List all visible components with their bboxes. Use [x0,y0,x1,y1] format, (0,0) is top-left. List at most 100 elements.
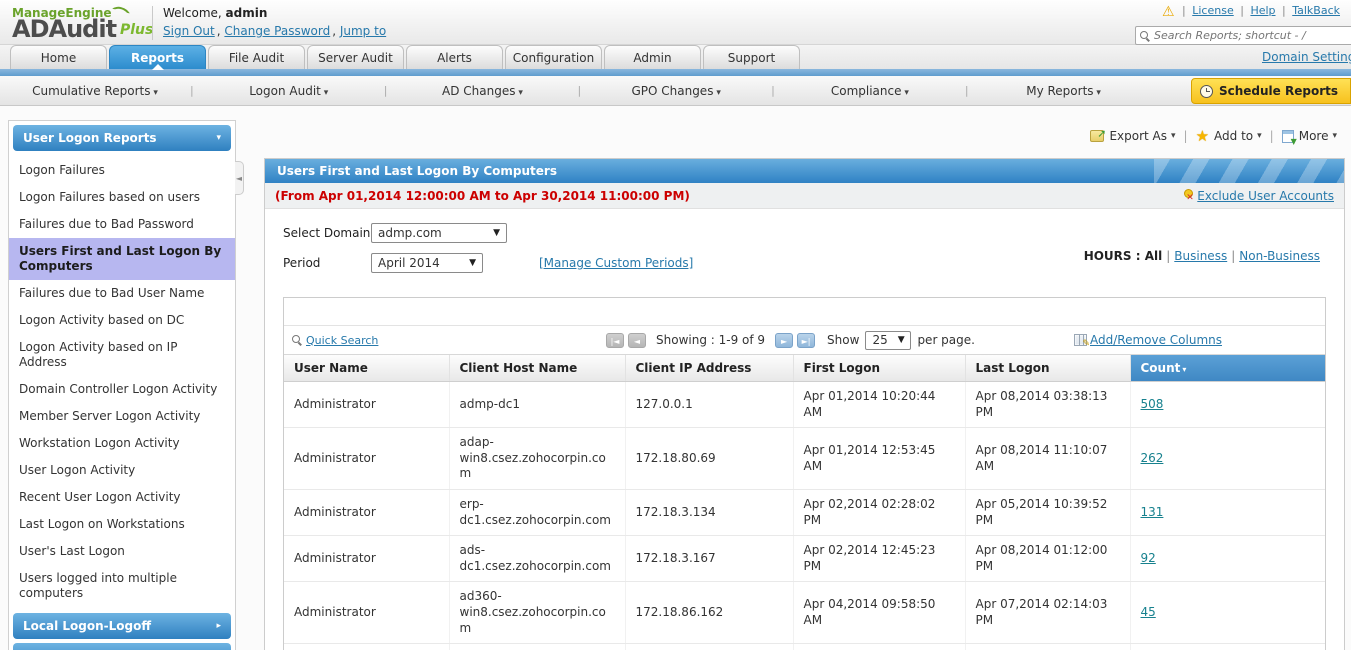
top-link[interactable]: Help [1250,4,1276,17]
cell-client-host: ads-dc1.csez.zohocorpin.com [449,535,626,583]
pager-first-button[interactable]: |◄ [606,332,624,348]
tab[interactable]: Admin [604,45,701,69]
sidebar-item[interactable]: Users First and Last Logon By Computers [9,238,235,280]
sidebar-item[interactable]: Member Server Logon Activity [19,409,201,423]
sidebar-section[interactable]: Local Logon-Logoff ▸ [13,613,231,639]
schedule-reports-button[interactable]: Schedule Reports [1190,78,1351,104]
tab[interactable]: Reports [109,45,206,70]
tab[interactable]: Configuration [505,45,602,69]
hours-business-link[interactable]: Business [1174,249,1228,263]
session-link[interactable]: Sign Out [163,24,215,38]
subnav-menu[interactable]: GPO Changes [581,84,771,98]
sidebar-section[interactable]: Account Management ▸ [13,643,231,650]
col-last-logon[interactable]: Last Logon [965,355,1131,382]
tab[interactable]: Server Audit [307,45,404,69]
sidebar-collapse-handle[interactable]: ◄ [235,161,244,195]
cell-client-ip: 172.18.4.169 [625,643,794,650]
active-tab-notch [151,64,164,70]
subnav-menu[interactable]: Cumulative Reports [0,84,190,98]
count-link[interactable]: 262 [1140,450,1164,465]
domain-settings-link[interactable]: Domain Settings [1262,50,1351,64]
col-client-ip[interactable]: Client IP Address [625,355,794,382]
sidebar: ◄ User Logon Reports ▾ Logon Failures Log… [8,120,244,650]
per-page-label: per page. [917,333,975,347]
add-to-button[interactable]: ★ Add to ▾ [1195,127,1262,145]
sidebar-item[interactable]: User Logon Activity [19,463,136,477]
cell-client-ip: 127.0.0.1 [625,381,794,429]
sidebar-item[interactable]: Users logged into multiple computers [19,571,177,600]
pager-last-button[interactable]: ►| [797,332,816,348]
sidebar-item[interactable]: User's Last Logon [19,544,125,558]
count-link[interactable]: 508 [1140,396,1164,411]
pager-prev-button[interactable]: ◄ [628,332,646,348]
chevron-right-icon: ▸ [216,643,221,650]
sidebar-item[interactable]: Failures due to Bad Password [19,217,194,231]
tab[interactable]: File Audit [208,45,305,69]
count-link[interactable]: 92 [1140,550,1156,565]
license-warning-icon[interactable]: ⚠ [1161,4,1175,20]
table-row: Administrator ad360-win8.csez.zohocorpin… [284,581,1325,645]
cell-first-logon: Apr 01,2014 12:53:45 AM [793,427,966,490]
search-icon [292,335,302,345]
domain-select[interactable]: admp.com ▼ [371,223,507,243]
hours-nonbusiness-link[interactable]: Non-Business [1239,249,1320,263]
top-link[interactable]: TalkBack [1292,4,1340,17]
quick-search-link[interactable]: Quick Search [292,334,378,347]
count-link[interactable]: 45 [1140,604,1156,619]
more-button[interactable]: More▾ [1281,129,1337,146]
tab[interactable]: Alerts [406,45,503,69]
grid-top-spacer [284,298,1325,326]
sidebar-item[interactable]: Logon Activity based on DC [19,313,185,327]
subnav-menu[interactable]: Compliance [775,84,965,98]
subnav-menu[interactable]: Logon Audit [194,84,384,98]
sidebar-section-user-logon-reports[interactable]: User Logon Reports ▾ [13,125,231,151]
cell-count: 92 [1130,535,1325,583]
session-link[interactable]: Jump to [339,24,387,38]
cell-client-ip: 172.18.86.162 [625,581,794,645]
pager-next-button[interactable]: ► [775,332,794,348]
tab[interactable]: Home [10,45,107,69]
exclude-user-accounts[interactable]: Exclude User Accounts [1181,188,1334,203]
col-first-logon[interactable]: First Logon [793,355,966,382]
sidebar-item[interactable]: Logon Activity based on IP Address [19,340,178,369]
sidebar-item[interactable]: Logon Failures [19,163,105,177]
chevron-right-icon: ▸ [216,621,221,631]
tab[interactable]: Support [703,45,800,69]
col-client-host[interactable]: Client Host Name [449,355,626,382]
col-count-sorted[interactable]: Count ▾ [1130,355,1325,382]
sidebar-item[interactable]: Logon Failures based on users [19,190,200,204]
cell-client-ip: 172.18.80.69 [625,427,794,490]
exclude-user-icon [1181,188,1195,203]
cell-client-host: admp-dc1 [449,381,626,429]
sidebar-item[interactable]: Recent User Logon Activity [19,490,181,504]
columns-edit-icon [1074,334,1090,349]
sidebar-item[interactable]: Workstation Logon Activity [19,436,180,450]
export-icon [1090,127,1106,142]
cell-first-logon: Apr 01,2014 10:20:44 AM [793,381,966,429]
global-search[interactable] [1135,26,1351,45]
top-link[interactable]: License [1192,4,1234,17]
pager-status: Showing : 1-9 of 9 [656,333,766,347]
subnav-menu[interactable]: My Reports [969,84,1159,98]
session-links: Sign Out, Change Password, Jump to [163,24,387,38]
grid-toolbar: Quick Search |◄ ◄ Showing : 1-9 of 9 ► ►… [284,326,1325,355]
add-remove-columns-link[interactable]: Add/Remove Columns [1074,333,1222,349]
hours-all[interactable]: All [1144,249,1163,263]
period-select[interactable]: April 2014 ▼ [371,253,483,273]
search-icon [1140,30,1150,41]
sidebar-item[interactable]: Domain Controller Logon Activity [19,382,218,396]
cell-user-name: Administrator [284,643,450,650]
page-size-select[interactable]: 25 ▼ [865,330,912,350]
subnav-menu[interactable]: AD Changes [387,84,577,98]
count-link[interactable]: 131 [1140,504,1164,519]
col-user-name[interactable]: User Name [284,355,450,382]
session-link[interactable]: Change Password [224,24,331,38]
table-body: Administrator admp-dc1 127.0.0.1 Apr 01,… [284,381,1325,650]
cell-first-logon: Apr 03,2014 11:56:05 AM [793,643,966,650]
sidebar-item[interactable]: Failures due to Bad User Name [19,286,205,300]
sidebar-item[interactable]: Last Logon on Workstations [19,517,185,531]
manage-custom-periods-link[interactable]: [Manage Custom Periods] [539,256,694,270]
cell-count: 508 [1130,381,1325,429]
export-as-button[interactable]: Export As▾ [1090,127,1176,143]
search-input[interactable] [1154,29,1348,42]
